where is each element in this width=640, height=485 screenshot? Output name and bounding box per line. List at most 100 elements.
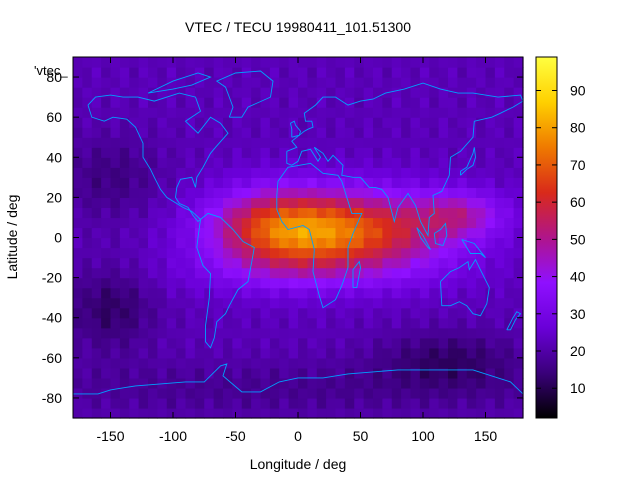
heatmap-cell	[504, 347, 515, 359]
heatmap-cell	[307, 287, 318, 299]
heatmap-cell	[326, 197, 337, 209]
heatmap-cell	[466, 267, 477, 279]
heatmap-cell	[382, 367, 393, 379]
heatmap-cell	[401, 167, 412, 178]
heatmap-cell	[363, 237, 374, 249]
heatmap-cell	[316, 67, 327, 78]
heatmap-cell	[494, 397, 505, 409]
heatmap-cell	[138, 177, 149, 188]
heatmap-cell	[429, 367, 440, 379]
heatmap-cell	[138, 57, 149, 68]
heatmap-cell	[232, 337, 243, 349]
heatmap-cell	[391, 267, 402, 279]
heatmap-cell	[260, 107, 271, 118]
heatmap-cell	[232, 387, 243, 399]
heatmap-cell	[485, 307, 496, 319]
heatmap-cell	[251, 387, 262, 399]
heatmap-cell	[288, 337, 299, 349]
heatmap-cell	[129, 77, 140, 88]
heatmap-cell	[157, 247, 168, 259]
heatmap-cell	[129, 397, 140, 409]
heatmap-cell	[373, 247, 383, 259]
heatmap-cell	[204, 307, 215, 319]
heatmap-cell	[457, 67, 468, 78]
heatmap-cell	[363, 267, 374, 279]
heatmap-cell	[466, 287, 477, 299]
heatmap-cell	[344, 287, 355, 299]
x-tick-label: 0	[294, 428, 302, 444]
heatmap-cell	[429, 87, 440, 98]
heatmap-cell	[176, 97, 187, 108]
heatmap-cell	[185, 407, 196, 419]
heatmap-cell	[176, 337, 187, 349]
heatmap-cell	[129, 407, 140, 419]
heatmap-cell	[73, 267, 83, 279]
heatmap-cell	[354, 157, 365, 168]
heatmap-cell	[110, 267, 121, 279]
heatmap-cell	[476, 157, 487, 168]
heatmap-cell	[382, 77, 393, 88]
heatmap-cell	[166, 347, 177, 359]
heatmap-cell	[166, 367, 177, 379]
heatmap-cell	[251, 127, 262, 138]
heatmap-cell	[513, 147, 524, 158]
heatmap-cell	[119, 357, 130, 369]
heatmap-cell	[307, 67, 318, 78]
heatmap-cell	[176, 177, 187, 188]
heatmap-cell	[157, 227, 168, 239]
heatmap-cell	[476, 317, 487, 329]
heatmap-cell	[82, 227, 93, 239]
heatmap-cell	[157, 317, 168, 329]
heatmap-cell	[260, 117, 271, 128]
heatmap-cell	[513, 177, 524, 188]
heatmap-cell	[298, 57, 308, 68]
heatmap-cell	[401, 117, 412, 128]
heatmap-cell	[391, 57, 402, 68]
heatmap-cell	[504, 177, 515, 188]
heatmap-cell	[429, 257, 440, 269]
heatmap-cell	[504, 277, 515, 289]
heatmap-cell	[373, 217, 383, 229]
heatmap-cell	[363, 157, 374, 168]
heatmap-cell	[513, 257, 524, 269]
heatmap-cell	[476, 387, 487, 399]
heatmap-cell	[73, 347, 83, 359]
heatmap-cell	[504, 87, 515, 98]
heatmap-cell	[438, 277, 449, 289]
heatmap-cell	[232, 217, 243, 229]
heatmap-cell	[241, 157, 252, 168]
heatmap-cell	[485, 187, 496, 198]
heatmap-cell	[494, 297, 505, 309]
heatmap-cell	[260, 227, 271, 239]
heatmap-cell	[279, 277, 290, 289]
heatmap-cell	[204, 247, 215, 259]
heatmap-cell	[223, 97, 233, 108]
heatmap-cell	[101, 147, 112, 158]
heatmap-cell	[354, 127, 365, 138]
heatmap-cell	[129, 257, 140, 269]
heatmap-cell	[410, 57, 421, 68]
heatmap-cell	[288, 237, 299, 249]
heatmap-cell	[476, 137, 487, 148]
heatmap-cell	[307, 377, 318, 389]
heatmap-cell	[344, 207, 355, 219]
heatmap-cell	[166, 297, 177, 309]
y-tick-label: -20	[42, 270, 62, 286]
heatmap-cell	[494, 187, 505, 198]
heatmap-cell	[438, 397, 449, 409]
heatmap-cell	[204, 237, 215, 249]
heatmap-cell	[166, 57, 177, 68]
heatmap-cell	[504, 387, 515, 399]
heatmap-cell	[166, 267, 177, 279]
heatmap-cell	[457, 207, 468, 219]
heatmap-cell	[494, 377, 505, 389]
heatmap-cell	[204, 317, 215, 329]
heatmap-cell	[241, 97, 252, 108]
heatmap-cell	[223, 57, 233, 68]
heatmap-cell	[176, 87, 187, 98]
heatmap-cell	[494, 317, 505, 329]
heatmap-cell	[185, 167, 196, 178]
heatmap-cell	[429, 107, 440, 118]
heatmap-cell	[232, 277, 243, 289]
